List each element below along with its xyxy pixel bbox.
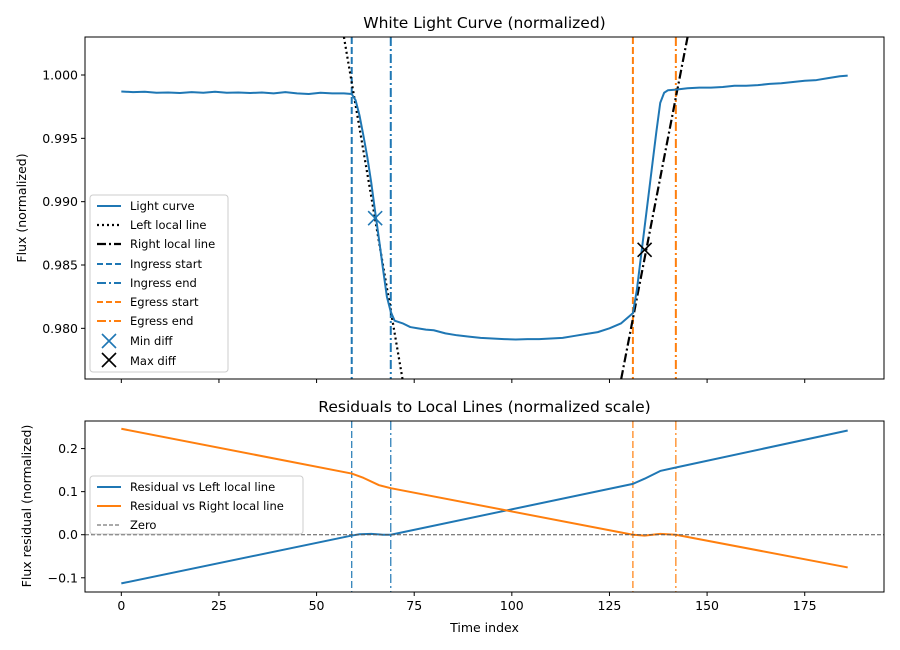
legend-label-left-local-line: Left local line <box>130 218 207 232</box>
top-y-ticks: 0.980 0.985 0.990 0.995 1.000 <box>42 68 85 336</box>
top-y-tick-label: 0.980 <box>42 321 78 336</box>
legend-label-light-curve: Light curve <box>130 199 195 213</box>
legend-label-egress-start: Egress start <box>130 295 199 309</box>
legend-label-ingress-start: Ingress start <box>130 257 202 271</box>
legend-entry-ingress-start: Ingress start <box>97 257 202 271</box>
top-y-axis-label: Flux (normalized) <box>14 153 29 262</box>
legend-entry-residual-right: Residual vs Right local line <box>97 499 284 513</box>
bot-x-tick-label: 175 <box>793 598 817 613</box>
bot-y-tick-label: −0.1 <box>48 570 78 585</box>
bottom-axes-frame <box>84 420 885 593</box>
min-diff-marker <box>367 210 383 226</box>
bottom-x-ticks: 0 25 50 75 100 125 150 175 <box>117 592 817 613</box>
bottom-plot-area <box>85 421 884 592</box>
legend-entry-light-curve: Light curve <box>97 199 195 213</box>
legend-entry-residual-left: Residual vs Left local line <box>97 480 275 494</box>
diff-markers <box>367 210 653 258</box>
top-y-tick-label: 0.990 <box>42 194 78 209</box>
legend-label-max-diff: Max diff <box>130 354 177 368</box>
top-y-tick-label: 1.000 <box>42 68 78 83</box>
legend-swatch-min-diff <box>101 333 117 349</box>
legend-label-residual-right: Residual vs Right local line <box>130 499 284 513</box>
bottom-legend: Residual vs Left local line Residual vs … <box>89 475 304 535</box>
top-axes-frame <box>84 36 885 380</box>
max-diff-marker <box>637 242 653 258</box>
top-series <box>121 74 848 341</box>
bottom-y-ticks: −0.1 0.0 0.1 0.2 <box>48 441 85 585</box>
local-lines <box>342 37 689 379</box>
legend-label-egress-end: Egress end <box>130 314 193 328</box>
legend-label-zero: Zero <box>130 518 156 532</box>
legend-entry-zero: Zero <box>97 518 156 532</box>
bot-x-tick-label: 150 <box>695 598 719 613</box>
bot-x-tick-label: 125 <box>598 598 622 613</box>
top-y-tick-label: 0.985 <box>42 258 78 273</box>
top-chart-title: White Light Curve (normalized) <box>363 14 605 32</box>
legend-label-residual-left: Residual vs Left local line <box>130 480 275 494</box>
legend-entry-min-diff: Min diff <box>101 333 174 349</box>
legend-entry-egress-start: Egress start <box>97 295 199 309</box>
top-plot-area <box>121 37 848 379</box>
bot-y-tick-label: 0.2 <box>58 441 78 456</box>
bot-x-tick-label: 50 <box>309 598 325 613</box>
bot-x-tick-label: 25 <box>211 598 227 613</box>
bot-x-tick-label: 75 <box>406 598 422 613</box>
legend-entry-ingress-end: Ingress end <box>97 276 197 290</box>
bottom-vertical-lines <box>351 421 677 592</box>
top-legend-box <box>89 194 229 373</box>
light-curve-series <box>121 74 848 341</box>
legend-swatch-max-diff <box>101 352 117 368</box>
bottom-legend-box <box>89 475 304 535</box>
residuals-panel: Residuals to Local Lines (normalized sca… <box>19 398 885 635</box>
bot-x-tick-label: 100 <box>500 598 524 613</box>
legend-label-right-local-line: Right local line <box>130 237 215 251</box>
bottom-series <box>85 427 884 585</box>
top-y-tick-label: 0.995 <box>42 131 78 146</box>
bot-y-tick-label: 0.1 <box>58 484 78 499</box>
bot-y-tick-label: 0.0 <box>58 527 78 542</box>
legend-label-min-diff: Min diff <box>130 334 174 348</box>
legend-entry-egress-end: Egress end <box>97 314 193 328</box>
legend-entry-max-diff: Max diff <box>101 352 177 368</box>
legend-entry-left-local-line: Left local line <box>97 218 207 232</box>
top-x-ticks <box>120 379 806 383</box>
bottom-chart-title: Residuals to Local Lines (normalized sca… <box>318 398 650 416</box>
bottom-x-axis-label: Time index <box>449 620 519 635</box>
light-curve-panel: White Light Curve (normalized) Flux (nor… <box>14 14 885 383</box>
top-legend: Light curve Left local line Right local … <box>89 194 229 373</box>
bot-x-tick-label: 0 <box>117 598 125 613</box>
legend-label-ingress-end: Ingress end <box>130 276 197 290</box>
bottom-y-axis-label: Flux residual (normalized) <box>19 425 34 588</box>
legend-entry-right-local-line: Right local line <box>97 237 215 251</box>
right-local-line <box>620 37 689 379</box>
